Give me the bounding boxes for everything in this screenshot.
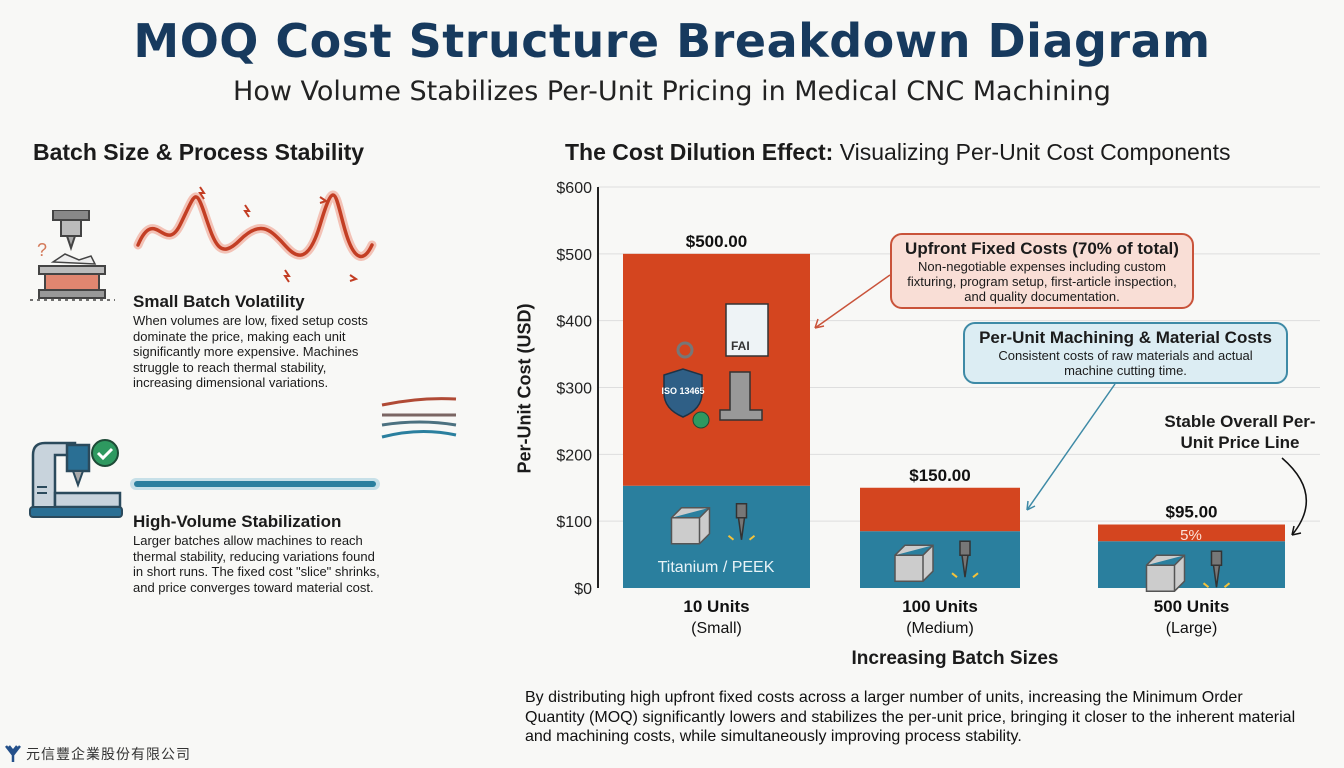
arrowhead <box>1291 525 1302 536</box>
converging-lines-icon <box>381 397 457 439</box>
page-title: MOQ Cost Structure Breakdown Diagram <box>133 14 1211 68</box>
fai-label: FAI <box>731 339 750 353</box>
bar-segment-variable <box>1098 541 1285 588</box>
logo-mark-icon <box>5 745 21 762</box>
category-label: 500 Units <box>1154 597 1230 616</box>
category-label: 100 Units <box>902 597 978 616</box>
cnc-machine-question-icon: ? <box>30 210 115 301</box>
company-logo: 元信豐企業股份有限公司 <box>5 744 191 764</box>
bar-segment-fixed <box>860 487 1020 532</box>
end-mill-icon <box>735 502 748 540</box>
svg-text:?: ? <box>37 240 47 260</box>
small-batch-body: When volumes are low, fixed setup costs … <box>133 313 368 390</box>
y-tick-label: $0 <box>574 581 592 598</box>
y-tick-label: $500 <box>556 247 592 264</box>
sparks-icon <box>951 572 979 578</box>
summary-text: By distributing high upfront fixed costs… <box>525 689 1296 745</box>
y-tick-label: $100 <box>556 514 592 531</box>
category-sublabel: (Large) <box>1166 620 1218 637</box>
material-block-icon <box>670 506 711 545</box>
end-mill-icon <box>959 540 971 578</box>
gear-icon <box>676 341 694 359</box>
bar-segment-variable <box>860 531 1020 588</box>
fixed-callout-title: Upfront Fixed Costs (70% of total) <box>905 239 1179 258</box>
variable-costs-callout: Per-Unit Machining & Material Costs Cons… <box>963 322 1288 384</box>
left-heading: Batch Size & Process Stability <box>33 139 365 165</box>
material-block-icon <box>1145 554 1186 592</box>
price-line-label: Stable Overall Per-Unit Price Line <box>1164 412 1316 452</box>
category-label: 10 Units <box>683 597 749 616</box>
end-mill-icon <box>1210 550 1223 588</box>
category-sublabel: (Small) <box>691 620 742 637</box>
company-name: 元信豐企業股份有限公司 <box>26 747 191 763</box>
fixed-callout-arrow <box>814 274 891 329</box>
variable-callout-body: Consistent costs of raw materials and ac… <box>998 348 1253 378</box>
y-tick-label: $600 <box>556 180 592 197</box>
y-tick-label: $200 <box>556 447 592 464</box>
material-block-icon <box>894 544 934 582</box>
iso-label: ISO 13465 <box>661 386 704 396</box>
high-volume-body: Larger batches allow machines to reach t… <box>133 533 380 595</box>
volatility-wave-icon <box>133 186 377 283</box>
y-axis-label: Per-Unit Cost (USD) <box>514 303 535 474</box>
bar-total-label: $500.00 <box>686 232 747 251</box>
bar-segment-fixed <box>1098 524 1285 542</box>
variable-callout-title: Per-Unit Machining & Material Costs <box>979 328 1272 347</box>
chart-heading: The Cost Dilution Effect: Visualizing Pe… <box>565 139 1230 166</box>
fixed-costs-callout: Upfront Fixed Costs (70% of total) Non-n… <box>890 233 1194 309</box>
page-subtitle: How Volume Stabilizes Per-Unit Pricing i… <box>233 76 1111 107</box>
fixed-callout-body: Non-negotiable expenses including custom… <box>907 259 1177 304</box>
sparks-icon <box>1202 582 1231 588</box>
category-sublabel: (Medium) <box>906 620 974 637</box>
bar-segment-fixed <box>623 253 810 486</box>
bar-total-label: $95.00 <box>1166 503 1218 522</box>
cnc-machine-check-icon <box>29 439 123 518</box>
y-tick-label: $400 <box>556 314 592 331</box>
arrowhead <box>814 318 825 329</box>
inspection-machine-icon <box>719 371 763 421</box>
small-batch-title: Small Batch Volatility <box>133 292 305 311</box>
fai-document-icon <box>725 303 769 357</box>
chart-heading-bold: The Cost Dilution Effect: <box>565 139 834 165</box>
y-tick-label: $300 <box>556 381 592 398</box>
sparks-icon <box>727 534 756 541</box>
stable-line-icon <box>130 478 380 490</box>
fixed-share-label: 5% <box>1180 527 1202 544</box>
variable-callout-arrow <box>1026 383 1116 511</box>
material-label: Titanium / PEEK <box>658 559 775 576</box>
arrowhead <box>1026 500 1036 511</box>
check-icon <box>692 411 710 429</box>
iso-shield-icon <box>663 368 703 418</box>
bar-segment-variable <box>623 485 810 588</box>
bar-total-label: $150.00 <box>909 466 970 485</box>
high-volume-title: High-Volume Stabilization <box>133 512 342 531</box>
x-axis-label: Increasing Batch Sizes <box>851 648 1059 669</box>
chart-heading-rest: Visualizing Per-Unit Cost Components <box>833 139 1231 165</box>
price-line-arrow <box>1281 457 1307 536</box>
